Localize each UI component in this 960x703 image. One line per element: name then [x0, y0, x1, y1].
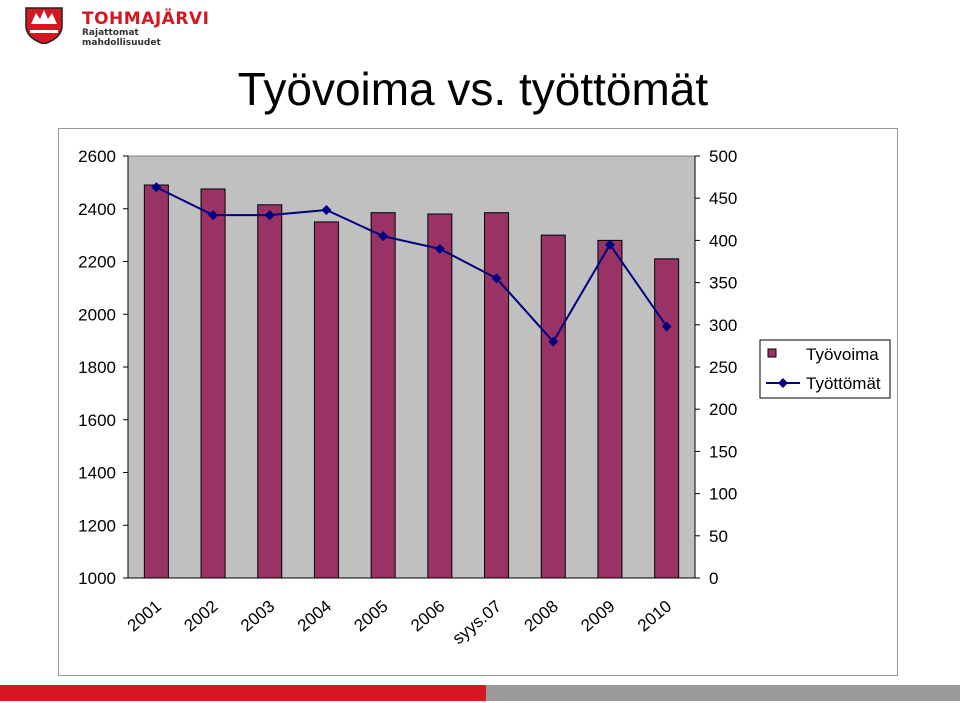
brand-name: TOHMAJÄRVI — [82, 9, 210, 29]
line-marker-syys.07 — [491, 273, 502, 284]
line-marker-2004 — [321, 205, 332, 216]
left-axis-tick-label: 1800 — [78, 358, 116, 377]
left-axis-tick-label: 1000 — [78, 569, 116, 588]
chart-frame — [58, 128, 898, 676]
left-axis-tick-label: 1200 — [78, 516, 116, 535]
right-axis-tick-label: 350 — [709, 274, 737, 293]
left-axis-tick-label: 2200 — [78, 253, 116, 272]
line-marker-2010 — [661, 321, 672, 332]
legend-label-tyottomat: Työttömät — [806, 374, 881, 393]
left-axis-tick-label: 1400 — [78, 464, 116, 483]
bar-2003 — [257, 204, 283, 579]
x-tick-label: 2004 — [294, 597, 335, 636]
x-tick-label: 2009 — [577, 597, 618, 636]
legend — [759, 339, 891, 399]
legend-label-tyovoima: Työvoima — [806, 345, 879, 364]
right-axis-tick-label: 100 — [709, 485, 737, 504]
right-axis-tick-label: 400 — [709, 231, 737, 250]
bar-syys.07 — [484, 212, 510, 579]
left-axis-tick-label: 1600 — [78, 411, 116, 430]
coat-of-arms-icon — [25, 7, 63, 44]
right-axis-tick-label: 500 — [709, 147, 737, 166]
bar-2008 — [540, 234, 566, 579]
bar-2005 — [370, 212, 396, 579]
line-marker-2005 — [378, 231, 389, 242]
right-axis-tick-label: 150 — [709, 442, 737, 461]
x-tick-label: 2006 — [407, 597, 448, 636]
right-axis-tick-label: 450 — [709, 189, 737, 208]
logo: TOHMAJÄRVI Rajattomat mahdollisuudet — [14, 4, 214, 48]
line-marker-2008 — [548, 336, 559, 347]
line-series — [155, 186, 668, 344]
x-tick-label: 2005 — [351, 597, 392, 636]
x-tick-label: 2002 — [180, 597, 221, 636]
bar-2001 — [143, 184, 169, 579]
x-tick-label: 2010 — [634, 597, 675, 636]
left-axis-tick-label: 2400 — [78, 200, 116, 219]
line-marker-2009 — [604, 239, 615, 250]
right-axis-tick-label: 200 — [709, 400, 737, 419]
footer-bar-gray — [486, 685, 960, 701]
legend-marker-tyottomat — [778, 378, 788, 388]
right-axis-tick-label: 300 — [709, 316, 737, 335]
footer-bar — [0, 685, 960, 701]
right-axis-tick-label: 250 — [709, 358, 737, 377]
right-axis-tick-label: 0 — [709, 569, 718, 588]
x-tick-label: syys.07 — [449, 597, 505, 649]
legend-swatch-tyovoima — [767, 348, 777, 358]
line-marker-2006 — [434, 243, 445, 254]
line-marker-2003 — [264, 210, 275, 221]
bar-2009 — [597, 239, 623, 579]
x-tick-label: 2008 — [521, 597, 562, 636]
x-tick-label: 2001 — [124, 597, 165, 636]
left-axis-tick-label: 2000 — [78, 305, 116, 324]
page-title: Työvoima vs. työttömät — [237, 63, 709, 115]
brand-tagline: Rajattomat mahdollisuudet — [82, 28, 161, 48]
left-axis-tick-label: 2600 — [78, 147, 116, 166]
bar-2006 — [427, 213, 453, 579]
x-tick-label: 2003 — [237, 597, 278, 636]
bar-2010 — [654, 258, 680, 579]
line-marker-2001 — [151, 182, 162, 193]
bar-2004 — [313, 221, 339, 579]
footer-bar-red — [0, 685, 486, 701]
line-marker-2002 — [208, 210, 219, 221]
right-axis-tick-label: 50 — [709, 527, 728, 546]
bar-2002 — [200, 188, 226, 579]
